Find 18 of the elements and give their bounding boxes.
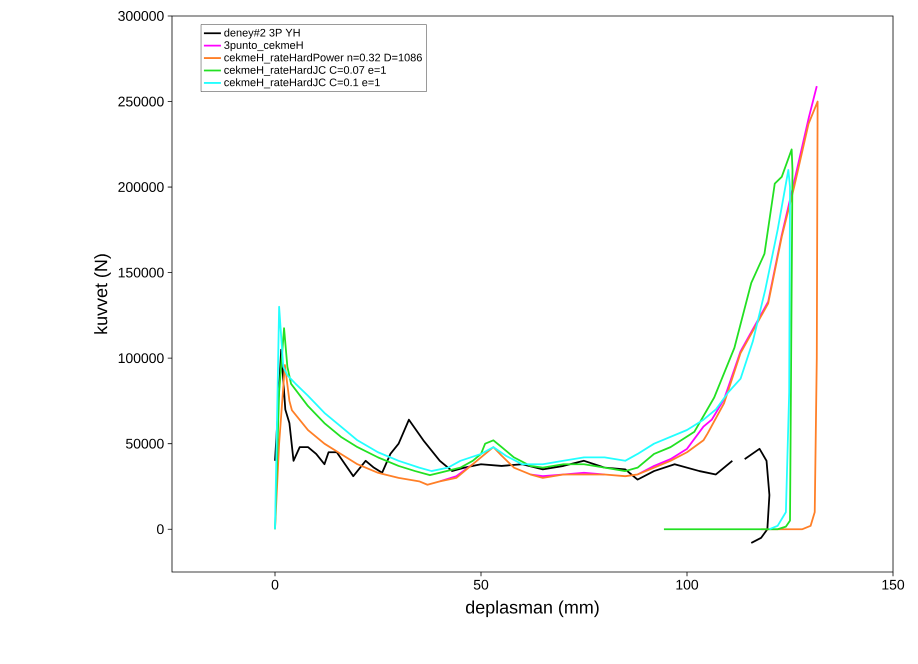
y-tick-label: 50000 [126,438,164,449]
y-tick-label: 0 [157,524,164,534]
y-tick-label: 100000 [118,353,164,364]
x-tick-label: 0 [272,580,278,590]
x-axis-title: deplasman (mm) [466,600,599,618]
y-tick-label: 200000 [118,182,164,192]
legend-label: cekmeH_rateHardJC C=0.1 e=1 [224,78,380,88]
y-tick-label: 150000 [118,268,164,278]
x-tick-label: 100 [676,580,698,590]
x-tick-label: 150 [882,580,904,590]
legend-label: cekmeH_rateHardJC C=0.07 e=1 [224,66,386,76]
y-axis-title: kuvvet (N) [94,254,111,334]
legend-label: deney#2 3P YH [224,28,300,39]
y-tick-label: 300000 [118,11,164,21]
y-tick-label: 250000 [118,96,164,106]
legend-label: cekmeH_rateHardPower n=0.32 D=1086 [224,53,422,64]
x-tick-label: 50 [474,580,488,590]
legend-label: 3punto_cekmeH [224,40,303,52]
